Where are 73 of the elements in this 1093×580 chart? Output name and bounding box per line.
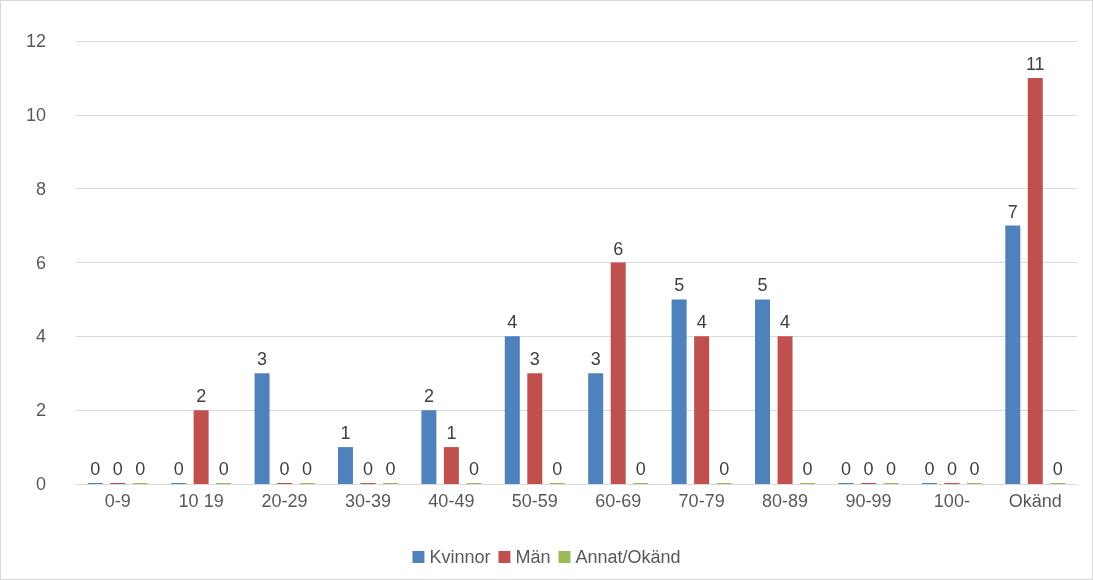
data-label: 3	[590, 349, 601, 370]
data-label: 1	[446, 423, 457, 444]
data-label: 0	[946, 459, 957, 479]
bar	[777, 336, 793, 484]
data-label: 3	[257, 349, 268, 370]
bar	[588, 373, 604, 484]
bar	[610, 262, 626, 484]
data-label: 2	[196, 386, 207, 407]
data-label: 0	[969, 459, 980, 479]
data-label: 5	[674, 275, 685, 296]
x-tick-label: 30-39	[344, 491, 391, 511]
bar	[1027, 77, 1043, 484]
data-label: 0	[173, 459, 184, 479]
x-tick-label: 20-29	[261, 491, 308, 511]
data-label: 11	[1025, 53, 1045, 74]
x-tick-label: 50-59	[511, 491, 558, 511]
data-label: 0	[863, 459, 874, 479]
data-label: 0	[924, 459, 935, 479]
y-tick-label: 0	[35, 474, 46, 494]
bar	[1005, 225, 1021, 484]
data-label: 0	[90, 459, 101, 479]
y-tick-label: 2	[35, 400, 46, 421]
bar	[443, 447, 459, 484]
data-label: 0	[1052, 459, 1063, 479]
legend-label: Män	[515, 547, 551, 567]
y-tick-label: 10	[25, 104, 46, 125]
data-label: 0	[385, 459, 396, 479]
data-label: 4	[696, 312, 707, 333]
data-label: 0	[135, 459, 146, 479]
y-tick-label: 4	[35, 326, 46, 347]
data-label: 1	[340, 423, 351, 444]
bar	[254, 373, 270, 484]
y-tick-label: 6	[35, 252, 46, 273]
data-label: 0	[885, 459, 896, 479]
bar	[527, 373, 543, 484]
data-label: 0	[362, 459, 373, 479]
bar	[421, 410, 437, 484]
data-label: 4	[780, 312, 791, 333]
data-label: 0	[635, 459, 646, 479]
data-label: 5	[757, 275, 768, 296]
data-label: 0	[112, 459, 123, 479]
x-tick-label: Okänd	[1008, 491, 1062, 511]
legend-label: Annat/Okänd	[575, 547, 681, 567]
x-tick-label: 90-99	[845, 491, 892, 511]
bar	[337, 447, 353, 484]
data-label: 0	[552, 459, 563, 479]
bar	[755, 299, 771, 484]
data-label: 6	[613, 238, 624, 259]
bar	[671, 299, 687, 484]
bar	[504, 336, 520, 484]
data-label: 2	[423, 386, 434, 407]
data-label: 0	[279, 459, 290, 479]
y-tick-label: 8	[35, 178, 46, 199]
data-label: 0	[302, 459, 313, 479]
data-label: 0	[468, 459, 479, 479]
bar	[193, 410, 209, 484]
data-label: 0	[840, 459, 851, 479]
x-tick-label: 40-49	[428, 491, 475, 511]
data-label: 0	[802, 459, 813, 479]
y-tick-label: 12	[25, 31, 46, 51]
data-label: 3	[529, 349, 540, 370]
x-tick-label: 10 19	[178, 491, 224, 511]
x-tick-label: 100-	[933, 491, 970, 511]
x-tick-label: 80-89	[762, 491, 809, 511]
x-tick-label: 60-69	[595, 491, 642, 511]
data-label: 0	[218, 459, 229, 479]
x-tick-label: 0-9	[104, 491, 131, 511]
data-label: 4	[507, 312, 518, 333]
x-tick-label: 70-79	[678, 491, 725, 511]
data-label: 0	[719, 459, 730, 479]
data-label: 7	[1007, 201, 1018, 222]
legend-label: Kvinnor	[429, 547, 491, 567]
bar	[694, 336, 710, 484]
